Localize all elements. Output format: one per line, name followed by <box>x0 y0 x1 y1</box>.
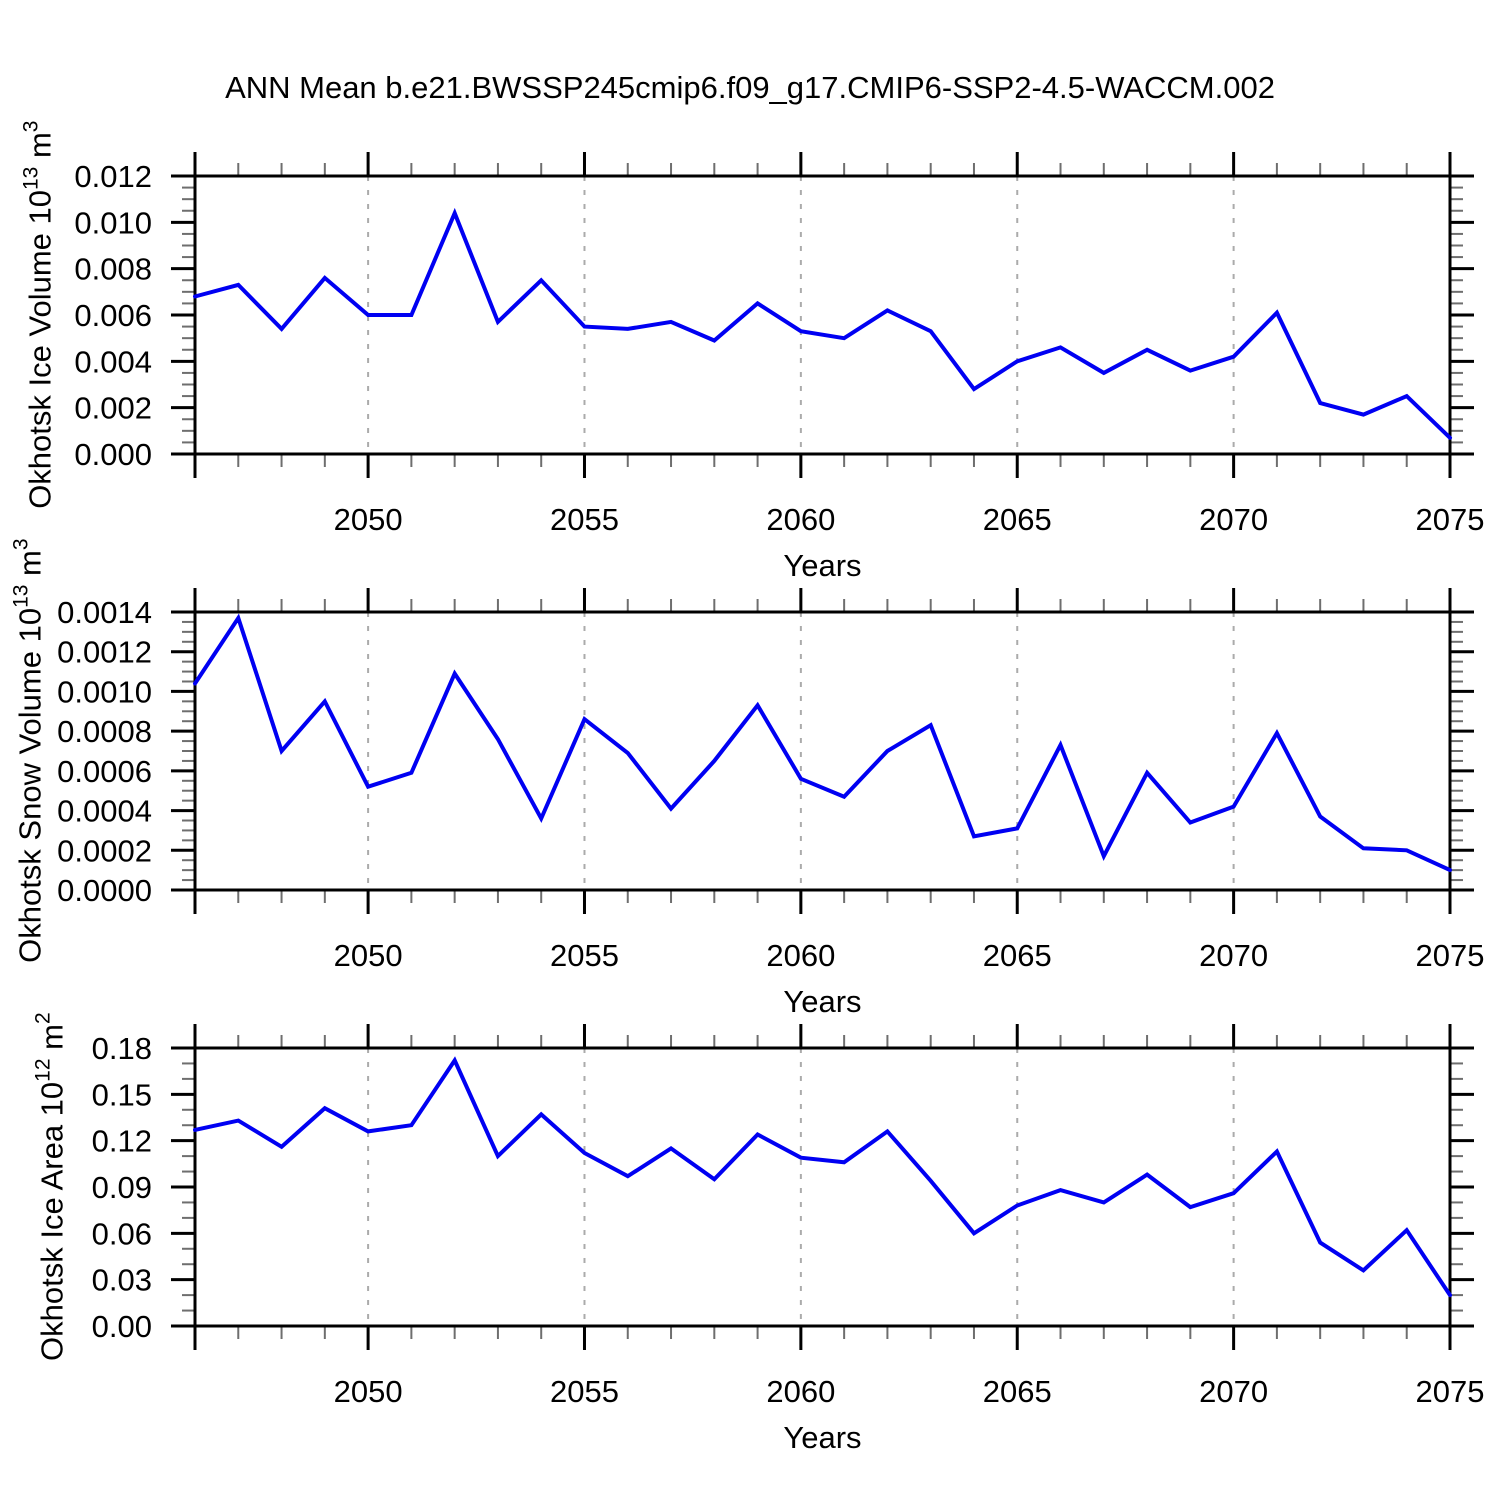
x-tick-label: 2070 <box>1199 938 1268 973</box>
x-tick-label: 2060 <box>766 1374 835 1409</box>
x-tick-label: 2075 <box>1416 1374 1485 1409</box>
x-axis-title: Years <box>783 984 861 1019</box>
x-axis-title: Years <box>783 1420 861 1455</box>
y-tick-label: 0.010 <box>74 205 152 240</box>
y-tick-label: 0.006 <box>74 298 152 333</box>
y-tick-label: 0.0004 <box>57 794 152 829</box>
y-tick-label: 0.0012 <box>57 635 152 670</box>
y-tick-label: 0.0002 <box>57 833 152 868</box>
y-tick-label: 0.15 <box>92 1077 152 1112</box>
series-line-okhotsk-snow-volume <box>193 613 1452 873</box>
y-tick-label: 0.004 <box>74 344 152 379</box>
x-tick-label: 2055 <box>550 1374 619 1409</box>
y-tick-label: 0.0000 <box>57 873 152 908</box>
x-tick-label: 2050 <box>334 502 403 537</box>
chart-okhotsk-ice-volume: 2050 2055 2060 2065 2070 2075 0.000 0.002 0.004 0… <box>74 152 1484 583</box>
x-axis-title: Years <box>783 548 861 583</box>
y-tick-label: 0.000 <box>74 437 152 472</box>
x-tick-label: 2055 <box>550 938 619 973</box>
y-tick-label: 0.012 <box>74 159 152 194</box>
chart-okhotsk-ice-area: 2050 2055 2060 2065 2070 2075 0.00 0.03 0.06 0.09… <box>92 1024 1485 1455</box>
x-tick-label: 2070 <box>1199 1374 1268 1409</box>
x-tick-label: 2075 <box>1416 502 1485 537</box>
x-tick-label: 2065 <box>983 502 1052 537</box>
series-line-okhotsk-ice-volume <box>193 207 1452 440</box>
x-tick-label: 2065 <box>983 938 1052 973</box>
y-tick-label: 0.18 <box>92 1031 152 1066</box>
x-tick-label: 2050 <box>334 1374 403 1409</box>
y-tick-label: 0.00 <box>92 1309 152 1344</box>
series-line-okhotsk-ice-area <box>193 1056 1452 1298</box>
x-tick-label: 2075 <box>1416 938 1485 973</box>
x-tick-label: 2060 <box>766 502 835 537</box>
y-tick-label: 0.0008 <box>57 714 152 749</box>
chart-okhotsk-snow-volume: 2050 2055 2060 2065 2070 2075 0.0000 0.0002 0.00… <box>57 588 1484 1019</box>
x-tick-label: 2065 <box>983 1374 1052 1409</box>
y-tick-label: 0.0014 <box>57 595 152 630</box>
y-tick-label: 0.0010 <box>57 674 152 709</box>
y-tick-label: 0.0006 <box>57 754 152 789</box>
x-tick-label: 2070 <box>1199 502 1268 537</box>
y-tick-label: 0.03 <box>92 1263 152 1298</box>
y-tick-label: 0.12 <box>92 1124 152 1159</box>
y-tick-label: 0.09 <box>92 1170 152 1205</box>
y-tick-label: 0.06 <box>92 1216 152 1251</box>
x-tick-label: 2060 <box>766 938 835 973</box>
y-tick-label: 0.008 <box>74 252 152 287</box>
y-tick-label: 0.002 <box>74 391 152 426</box>
x-tick-label: 2055 <box>550 502 619 537</box>
page-title: ANN Mean b.e21.BWSSP245cmip6.f09_g17.CMI… <box>225 70 1275 105</box>
x-tick-label: 2050 <box>334 938 403 973</box>
